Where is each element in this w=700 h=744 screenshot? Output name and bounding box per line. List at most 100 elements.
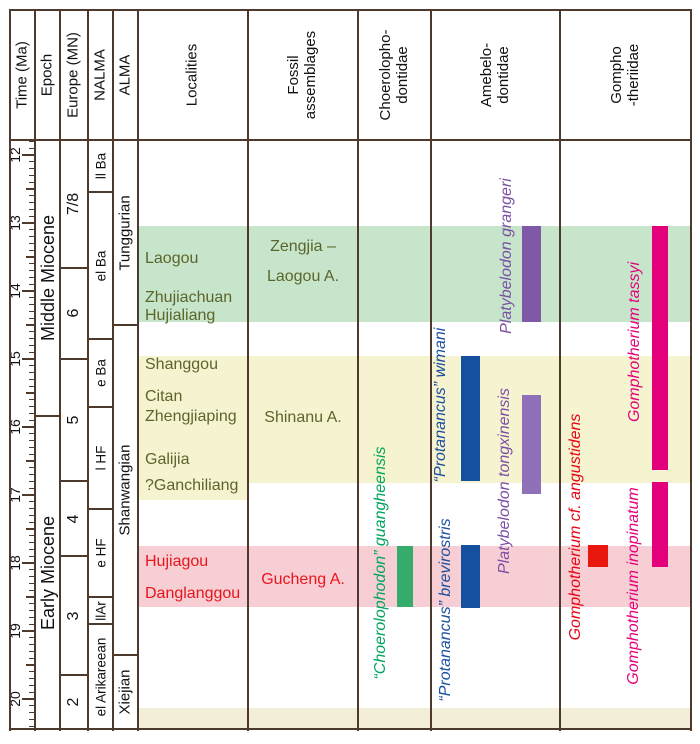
nalma-cell-label: l HF: [92, 445, 108, 470]
alma-cell-label: Shanwangian: [116, 444, 134, 536]
time-tick: [29, 725, 35, 727]
time-tick: [29, 541, 35, 544]
time-tick: [29, 684, 35, 687]
alma-cell-divider: [113, 324, 138, 326]
time-tick: [29, 283, 35, 285]
column-header-line: Gompho: [608, 46, 626, 104]
column-header-line: dontidae: [393, 46, 411, 104]
taxon-bar-grangeri: [522, 226, 541, 322]
column-header-line: Amebelo-: [477, 42, 495, 108]
column-header-line: Fossil: [285, 55, 303, 95]
time-tick: [29, 405, 35, 408]
assemblage-label: Shinanu A.: [264, 409, 342, 426]
time-tick: [29, 609, 35, 612]
highlight-band-bottom-band: [139, 707, 691, 729]
mn-cell-divider: [60, 555, 88, 558]
time-tick: [29, 535, 35, 537]
time-tick: [29, 419, 35, 421]
time-tick: [29, 616, 35, 619]
locality-label-galijia: Galijia: [145, 451, 190, 468]
time-tick: [22, 358, 35, 360]
frame-border-bottom: [9, 728, 692, 730]
time-tick: [29, 201, 35, 204]
alma-cell-label: Tunggurian: [116, 194, 134, 271]
nalma-cell-label: llAr: [92, 600, 108, 621]
nalma-cell-label: el Ba: [92, 250, 108, 281]
locality-label-danglanggou: Danglanggou: [145, 585, 241, 602]
time-tick: [29, 181, 35, 183]
column-divider: [87, 10, 89, 731]
taxon-label-guangheensis: “Choerolophodon” guangheensis: [372, 446, 390, 680]
column-divider: [247, 10, 249, 731]
frame-border-top: [9, 9, 692, 11]
time-tick: [29, 603, 35, 605]
nalma-cell-label: ll Ba: [92, 153, 108, 180]
locality-label-zhengjiaping: Zhengjiaping: [145, 408, 237, 425]
taxon-bar-tongxinensis: [522, 395, 541, 495]
assemblage-label: Laogou A.: [266, 268, 340, 285]
time-tick: [29, 433, 35, 435]
column-header-line: Localities: [183, 43, 201, 107]
nalma-cell-divider: [88, 596, 113, 598]
time-tick: [29, 195, 35, 197]
time-tick: [29, 487, 35, 489]
time-tick: [29, 501, 35, 503]
column-divider: [559, 10, 561, 731]
column-header-alma: ALMA: [116, 54, 134, 96]
time-tick: [22, 698, 35, 700]
highlight-band-shinanu-band: [139, 355, 691, 483]
epoch-cell-label: Middle Miocene: [37, 215, 58, 342]
time-tick: [29, 269, 35, 272]
time-tick: [22, 562, 35, 564]
locality-label-laogou: Laogou: [145, 250, 199, 267]
time-tick: [29, 337, 35, 340]
time-tick: [29, 140, 35, 143]
taxon-bar-wimani: [461, 355, 480, 482]
time-tick: [29, 589, 35, 591]
assemblage-label: Gucheng A.: [261, 571, 345, 588]
column-header-line: Choerolopho-: [376, 29, 394, 121]
taxon-label-angustidens: Gomphotherium cf. angustidens: [567, 413, 585, 641]
column-header-line: assemblages: [302, 30, 319, 120]
time-tick: [29, 671, 35, 673]
time-tick: [22, 630, 35, 632]
taxon-bar-brevirostris: [461, 544, 480, 608]
nalma-cell-label: e HF: [92, 538, 108, 568]
time-tick: [22, 426, 35, 428]
time-tick: [29, 705, 35, 707]
time-tick: [29, 691, 35, 693]
time-tick: [29, 371, 35, 374]
taxon-bar-tassyi: [652, 226, 668, 470]
time-tick: [29, 657, 35, 659]
nalma-cell-divider: [88, 337, 113, 340]
locality-label-ganchiliang: ?Ganchiliang: [145, 477, 239, 494]
time-tick: [29, 161, 35, 163]
mn-cell-label: 6: [65, 308, 83, 318]
time-tick: [22, 222, 35, 224]
alma-cell-label: Xiejian: [116, 669, 134, 715]
time-tick: [29, 147, 35, 149]
column-header-localities: Localities: [183, 43, 202, 107]
column-header-mn: Europe (MN): [65, 32, 83, 118]
column-header-line: -theriidae: [625, 43, 642, 107]
time-tick: [22, 494, 35, 496]
taxon-bar-guangheensis: [397, 546, 413, 607]
mn-cell-divider: [60, 480, 88, 483]
time-tick: [26, 596, 35, 598]
highlight-band-shinanu-band-localities-extension: [139, 482, 247, 501]
time-tick: [26, 324, 35, 326]
time-tick: [29, 351, 35, 353]
time-tick: [29, 215, 35, 217]
locality-label-hujiagou: Hujiagou: [145, 553, 209, 570]
epoch-cell-divider: [35, 415, 60, 418]
column-header-line: Epoch: [38, 53, 56, 97]
column-header-line: ALMA: [116, 54, 134, 96]
time-tick: [26, 256, 35, 258]
column-header-gomphotheriidae: Gompho -theriidae: [608, 43, 643, 107]
time-tick: [29, 623, 35, 625]
epoch-cell-label: Early Miocene: [37, 515, 58, 630]
time-tick: [29, 365, 35, 367]
time-tick: [29, 310, 35, 313]
time-tick: [26, 664, 35, 666]
time-tick: [29, 242, 35, 245]
